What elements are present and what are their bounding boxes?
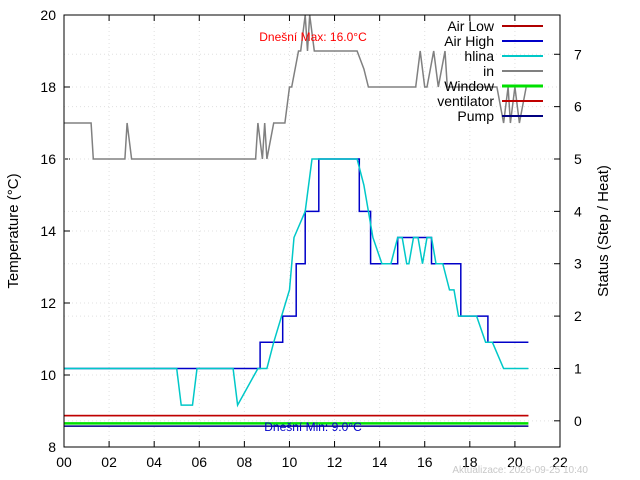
y2-tick-label: 4 xyxy=(574,203,582,219)
x-tick-labels: 00 02 04 06 08 10 12 14 16 18 20 22 xyxy=(56,454,568,470)
series-line-in xyxy=(64,14,527,160)
y-tick-label: 8 xyxy=(48,439,56,455)
series-line-air-high xyxy=(64,158,529,370)
x-tick-label: 08 xyxy=(237,454,253,470)
y-tick-labels: 8 10 12 14 16 18 20 xyxy=(40,7,56,455)
y2-tick-label: 1 xyxy=(574,360,582,376)
y2-tick-label: 6 xyxy=(574,99,582,115)
x-tick-label: 22 xyxy=(552,454,568,470)
y-tick-label: 14 xyxy=(40,223,56,239)
x-tick-label: 12 xyxy=(327,454,343,470)
x-tick-label: 04 xyxy=(146,454,162,470)
series-line-hlina xyxy=(64,158,529,408)
update-timestamp: Aktualizace: 2026-09-25 10:40 xyxy=(452,465,588,476)
y2-tick-label: 2 xyxy=(574,308,582,324)
legend-label: ventilator xyxy=(437,93,494,109)
y-tick-label: 10 xyxy=(40,367,56,383)
x-tick-label: 02 xyxy=(101,454,117,470)
x-tick-label: 14 xyxy=(372,454,388,470)
legend-label: in xyxy=(483,63,494,79)
y-tick-label: 18 xyxy=(40,79,56,95)
plot-frame xyxy=(63,14,561,448)
x-tick-label: 20 xyxy=(507,454,523,470)
legend-label: Air High xyxy=(444,33,494,49)
legend-label: Pump xyxy=(457,108,494,124)
y2-tick-label: 7 xyxy=(574,46,582,62)
y2-tick-label: 3 xyxy=(574,256,582,272)
x-tick-label: 10 xyxy=(282,454,298,470)
y2-tick-label: 5 xyxy=(574,151,582,167)
x-tick-label: 06 xyxy=(191,454,207,470)
y2-axis-title: Status (Step / Heat) xyxy=(595,165,612,297)
y2-tick-labels: 0 1 2 3 4 5 6 7 xyxy=(574,46,582,429)
y-axis-title: Temperature (°C) xyxy=(5,173,22,288)
legend-label: hlina xyxy=(464,48,494,64)
legend-label: Window xyxy=(444,78,495,94)
y2-tick-label: 0 xyxy=(574,413,582,429)
y-tick-label: 12 xyxy=(40,295,56,311)
legend-label: Air Low xyxy=(447,18,495,34)
y-tick-label: 20 xyxy=(40,7,56,23)
max-temperature-annotation: Dnešní Max: 16.0°C xyxy=(259,30,367,44)
x-tick-label: 00 xyxy=(56,454,72,470)
x-tick-label: 18 xyxy=(462,454,478,470)
y-tick-label: 16 xyxy=(40,151,56,167)
x-tick-label: 16 xyxy=(417,454,433,470)
min-temperature-annotation: Dnešní Min: 9.0°C xyxy=(264,420,362,434)
series-layer xyxy=(64,14,529,427)
